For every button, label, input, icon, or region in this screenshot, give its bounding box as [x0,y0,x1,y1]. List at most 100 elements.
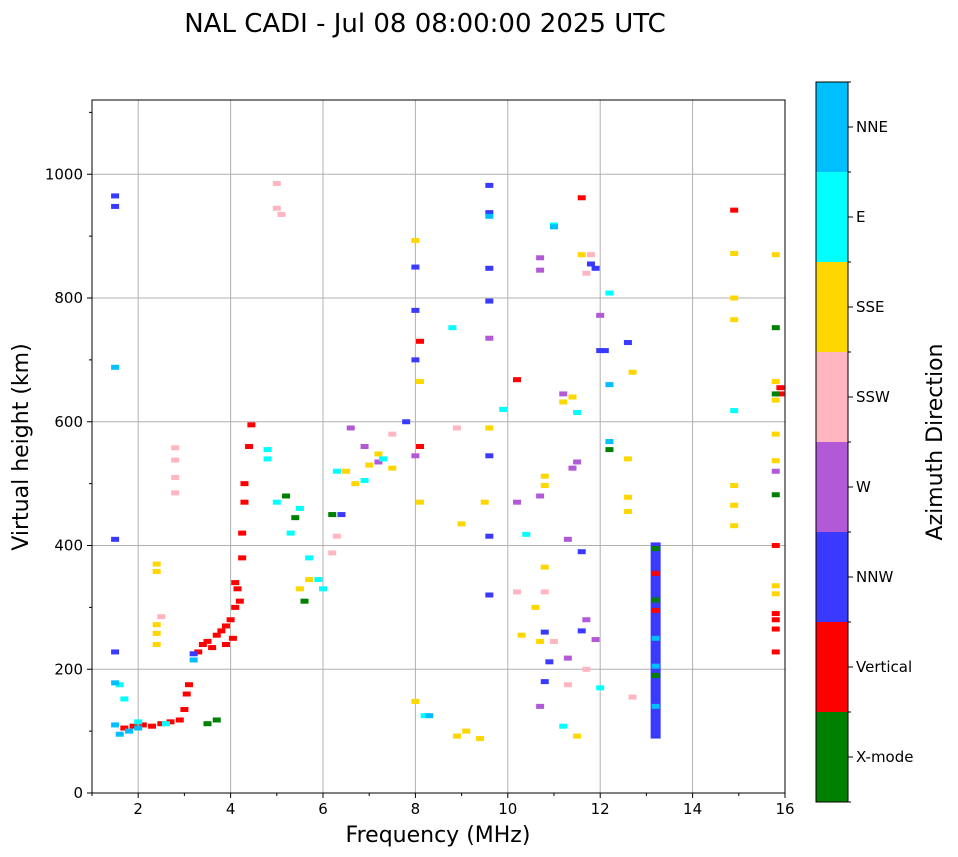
data-point-sse [771,379,780,385]
data-point-sse [536,638,545,644]
data-point-vertical [235,598,244,604]
data-point-ssw [171,445,180,451]
colorbar-tick-label: E [856,208,865,226]
colorbar-segment-vertical [816,622,848,712]
data-point-vertical [771,626,780,632]
data-point-vertical [771,611,780,617]
data-point-vertical [771,649,780,655]
data-point-vertical [198,642,207,647]
data-point-nne [550,224,558,230]
data-point-vertical [212,632,221,638]
colorbar-segment-e [816,172,848,262]
data-point-sse [540,564,549,570]
data-point-e [522,531,531,537]
colorbar-label: Azimuth Direction [923,343,948,540]
data-point-sse [517,632,526,638]
data-point-nne [115,731,124,737]
data-point-ssw [582,666,591,672]
data-point-ssw [171,490,180,496]
data-point-sse [623,456,632,462]
data-point-sse [771,458,780,464]
y-tick-label: 600 [54,413,83,431]
data-point-nnw [189,651,198,657]
data-point-nnw [540,679,549,685]
x-tick-label: 2 [133,800,143,818]
data-point-ssw [272,205,281,211]
data-point-vertical [651,607,660,613]
data-point-ssw [628,694,637,700]
data-points [111,181,785,742]
axis-ticks: 2 4 6 8 10 12 14 16 0 200 400 600 800 1000 [45,111,795,818]
data-point-sse [730,317,739,323]
data-point-e [305,555,314,561]
y-axis-label: Virtual height (km) [9,343,34,550]
data-point-vertical [231,604,240,610]
x-tick-label: 14 [683,800,702,818]
data-point-vertical [148,723,157,729]
x-tick-label: 4 [226,800,236,818]
data-point-vertical [416,338,425,344]
data-point-x-mode [651,672,660,678]
data-point-sse [152,630,161,636]
colorbar-tick-label: NNE [856,118,888,136]
data-point-vertical [228,635,237,641]
data-point-sse [152,568,161,574]
data-point-nnw [485,592,494,598]
data-point-nnw [485,265,494,271]
data-point-e [379,456,388,462]
data-point-vertical [180,706,189,712]
y-tick-label: 200 [54,660,83,678]
data-point-w [536,493,545,499]
data-point-e [134,719,143,725]
chart-title: NAL CADI - Jul 08 08:00:00 2025 UTC [184,9,666,39]
data-point-sse [771,591,780,597]
data-point-vertical [221,623,230,629]
data-point-ssw [171,474,180,480]
data-point-sse [485,425,494,431]
data-point-sse [577,252,586,258]
data-point-vertical [238,555,247,561]
data-point-sse [540,473,549,479]
data-point-ssw [388,431,397,437]
data-point-x-mode [651,546,660,552]
data-point-vertical [233,586,242,592]
data-point-nnw [485,533,494,539]
data-point-nne [425,713,434,719]
data-point-w [573,459,582,465]
data-point-nnw [577,628,586,634]
colorbar-segment-sse [816,262,848,352]
data-point-w [559,391,568,397]
data-point-e [120,696,129,702]
data-point-nne [111,722,120,728]
data-point-sse [416,379,425,385]
data-point-x-mode [605,447,614,453]
data-point-w [374,459,383,465]
data-point-vertical [651,570,660,576]
data-point-w [582,617,591,623]
data-point-e [448,325,457,331]
data-point-e [272,499,281,505]
data-point-e [161,721,170,727]
colorbar-tick-label: Vertical [856,658,912,676]
data-point-sse [559,399,568,405]
colorbar-segment-w [816,442,848,532]
data-point-sse [152,561,161,567]
data-point-sse [771,252,780,258]
x-axis-label: Frequency (MHz) [346,823,531,848]
data-point-vertical [203,638,212,644]
data-point-e [559,723,568,729]
data-point-vertical [138,722,147,728]
data-point-w [596,312,605,318]
x-tick-label: 12 [591,800,610,818]
data-point-nnw [337,512,346,518]
data-point-vertical [166,719,175,725]
data-point-sse [771,431,780,437]
data-point-nne [134,725,143,731]
data-point-nnw [545,659,554,665]
data-point-sse [623,508,632,514]
data-point-sse [730,482,739,488]
data-point-nnw [485,298,494,304]
data-point-w [485,335,494,341]
data-point-sse [573,733,582,739]
data-point-sse [771,397,780,403]
